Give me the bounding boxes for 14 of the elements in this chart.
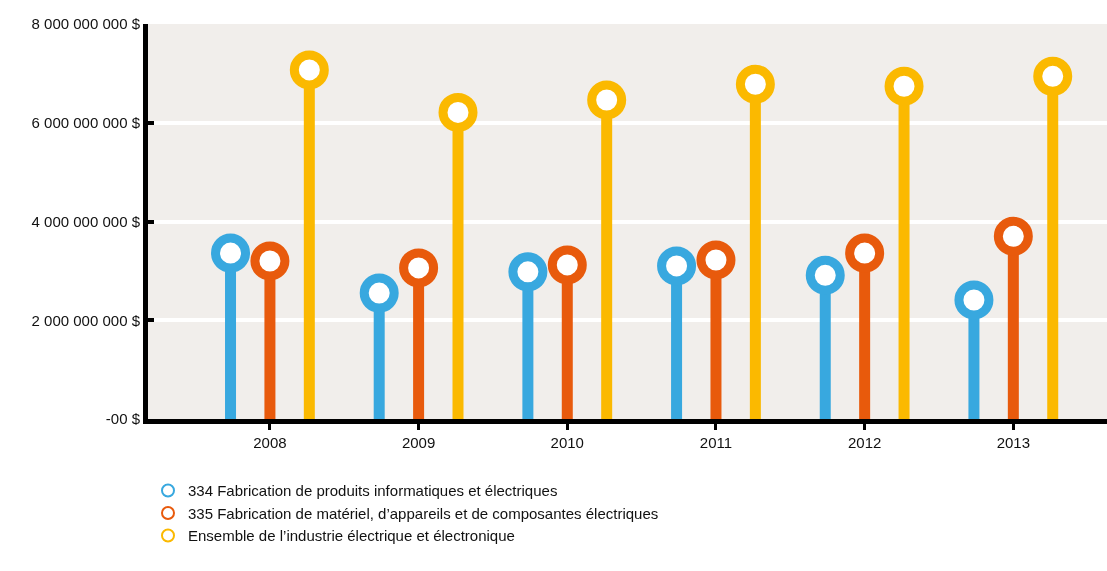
y-tick-label: 4 000 000 000 $ [31, 212, 141, 230]
y-tick-label: 6 000 000 000 $ [31, 114, 141, 131]
x-tick-label: 2011 [699, 434, 733, 451]
legend-label: 335 Fabrication de matériel, d’appareils et de composantes électriques [188, 504, 659, 522]
x-tick-label: 2008 [253, 434, 287, 451]
legend-label: 334 Fabrication de produits informatiques et électriques [188, 482, 558, 500]
y-tick-label: 8 000 000 000 $ [31, 15, 141, 33]
x-tick-label: 2010 [550, 434, 584, 451]
x-tick-label: 2009 [401, 434, 436, 451]
x-tick-label: 2012 [847, 434, 882, 451]
y-tick-label: -00 $ [105, 410, 141, 428]
x-tick-label: 2013 [996, 434, 1031, 451]
legend-label: Ensemble de l’industrie électrique et électronique [188, 527, 515, 545]
y-tick-label: 2 000 000 000 $ [31, 311, 141, 329]
